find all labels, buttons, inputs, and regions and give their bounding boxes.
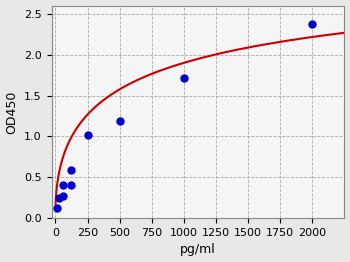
X-axis label: pg/ml: pg/ml <box>180 243 216 256</box>
Point <box>181 75 187 80</box>
Point <box>69 183 74 187</box>
Point <box>57 196 62 200</box>
Point <box>117 119 122 123</box>
Point <box>61 194 66 198</box>
Point <box>61 183 66 188</box>
Point <box>69 168 74 172</box>
Point <box>309 22 315 26</box>
Point <box>55 205 60 210</box>
Y-axis label: OD450: OD450 <box>6 90 19 134</box>
Point <box>85 133 90 137</box>
